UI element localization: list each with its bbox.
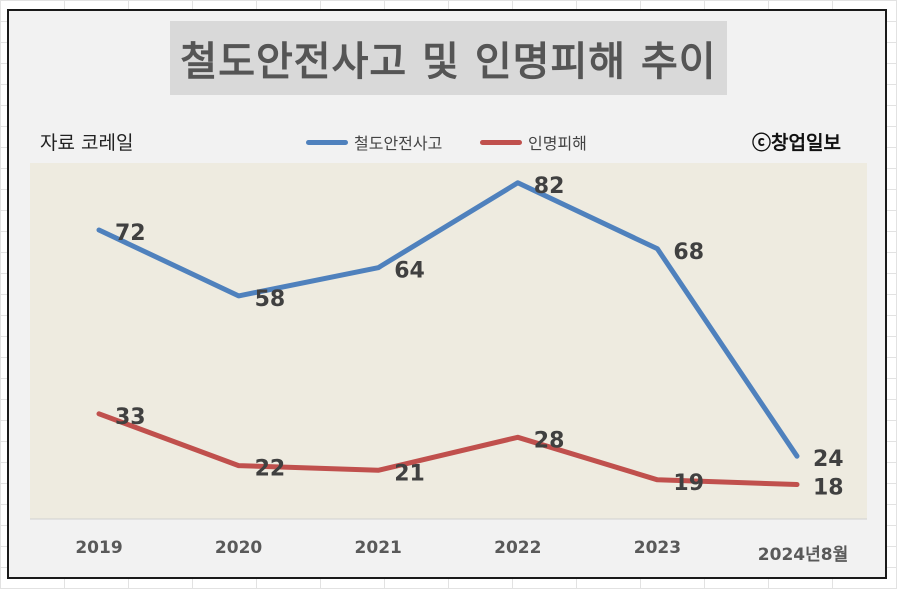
copyright-label: ⓒ창업일보 [752, 132, 841, 154]
legend-item-series-2: 인명피해 [480, 131, 587, 153]
data-label-s2-2: 22 [255, 457, 286, 482]
chart-title: 철도안전사고 및 인명피해 추이 [180, 39, 717, 85]
data-label-s2-5: 19 [673, 471, 704, 496]
x-tick-label-6: 2024년8월 [758, 545, 848, 565]
series-line-1 [96, 180, 800, 459]
x-tick-label-1: 2019 [75, 538, 122, 558]
legend-item-series-1: 철도안전사고 [306, 131, 442, 153]
data-label-s2-6: 18 [813, 476, 844, 501]
data-label-s1-1: 72 [115, 221, 146, 246]
legend-swatch-series-1 [306, 139, 348, 145]
data-label-s1-5: 68 [673, 240, 704, 265]
series-layer [96, 180, 800, 487]
title-box: 철도안전사고 및 인명피해 추이 [170, 21, 727, 95]
series-line-2 [96, 411, 800, 487]
x-tick-label-4: 2022 [494, 538, 541, 558]
data-label-s1-6: 24 [813, 447, 844, 472]
data-label-s2-1: 33 [115, 405, 146, 430]
data-label-layer: 72 58 64 82 68 24 33 22 21 28 19 18 [115, 174, 844, 501]
x-tick-layer: 2019 2020 2021 2022 2023 2024년8월 [75, 538, 848, 565]
legend-swatch-series-2 [480, 139, 522, 145]
data-label-s2-3: 21 [394, 461, 425, 486]
data-label-s2-4: 28 [534, 428, 565, 453]
x-tick-label-3: 2021 [355, 538, 402, 558]
legend-label-series-1: 철도안전사고 [354, 134, 443, 153]
data-label-s1-4: 82 [534, 174, 565, 199]
source-label: 자료 코레일 [40, 132, 134, 154]
plot-area [30, 163, 867, 519]
data-label-s1-3: 64 [394, 259, 425, 284]
legend-label-series-2: 인명피해 [528, 134, 587, 153]
x-tick-label-2: 2020 [215, 538, 262, 558]
data-label-s1-2: 58 [255, 287, 286, 312]
x-tick-label-5: 2023 [634, 538, 681, 558]
